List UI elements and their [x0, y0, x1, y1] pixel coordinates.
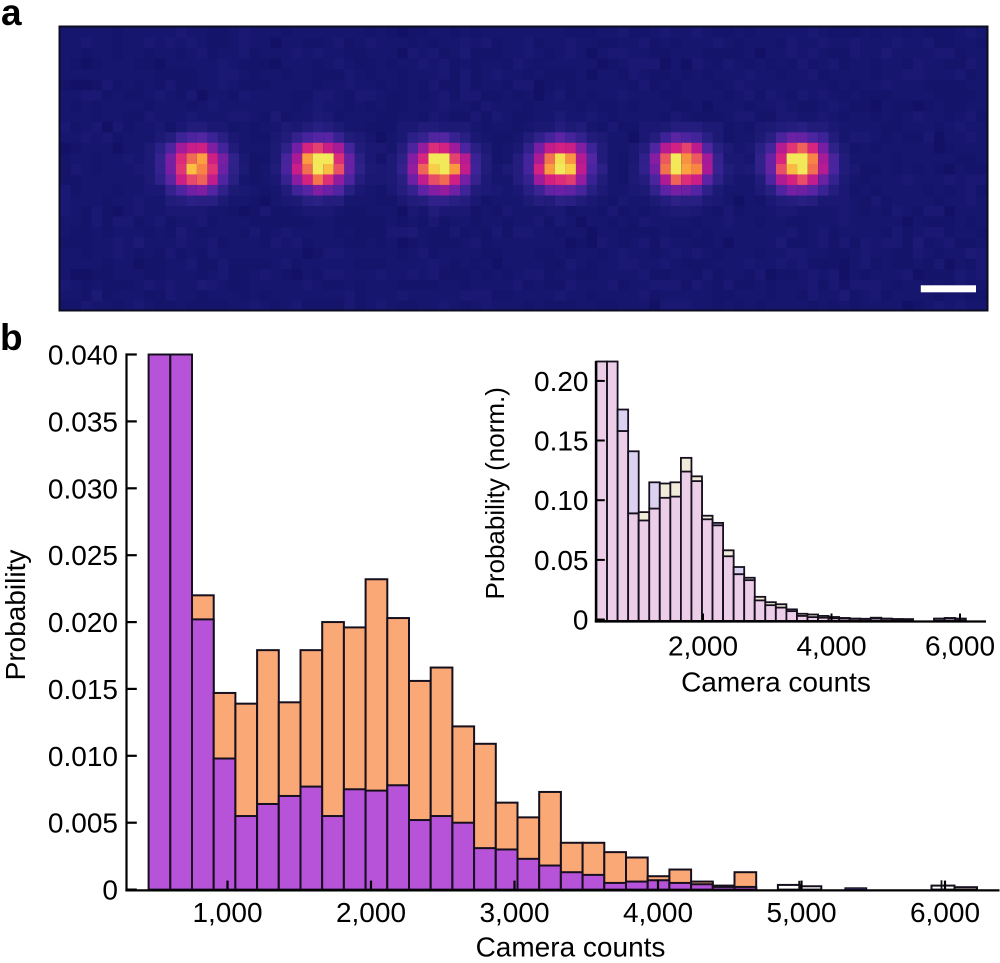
svg-text:Probability (norm.): Probability (norm.) — [480, 387, 510, 599]
svg-text:0.030: 0.030 — [48, 473, 118, 504]
svg-text:6,000: 6,000 — [925, 631, 995, 662]
svg-text:b: b — [0, 317, 23, 358]
svg-text:0.10: 0.10 — [534, 485, 589, 516]
svg-text:Camera counts: Camera counts — [681, 667, 871, 698]
svg-text:2,000: 2,000 — [336, 897, 406, 928]
svg-text:Camera counts: Camera counts — [476, 932, 666, 963]
svg-text:0.15: 0.15 — [534, 426, 589, 457]
svg-text:3,000: 3,000 — [479, 897, 549, 928]
svg-text:5,000: 5,000 — [766, 897, 836, 928]
svg-text:4,000: 4,000 — [796, 631, 866, 662]
svg-text:4,000: 4,000 — [623, 897, 693, 928]
svg-text:0.05: 0.05 — [534, 545, 589, 576]
svg-text:0: 0 — [573, 605, 589, 636]
svg-text:1,000: 1,000 — [192, 897, 262, 928]
svg-text:0.020: 0.020 — [48, 607, 118, 638]
svg-text:a: a — [1, 0, 22, 33]
svg-text:0.005: 0.005 — [48, 808, 118, 839]
svg-text:0.025: 0.025 — [48, 540, 118, 571]
svg-text:0.20: 0.20 — [534, 366, 589, 397]
svg-text:0.010: 0.010 — [48, 741, 118, 772]
svg-text:6,000: 6,000 — [910, 897, 980, 928]
svg-text:0: 0 — [102, 875, 118, 906]
svg-text:0.015: 0.015 — [48, 674, 118, 705]
svg-text:2,000: 2,000 — [668, 631, 738, 662]
svg-text:0.035: 0.035 — [48, 406, 118, 437]
svg-text:0.040: 0.040 — [48, 340, 118, 371]
svg-text:Probability: Probability — [0, 550, 31, 681]
